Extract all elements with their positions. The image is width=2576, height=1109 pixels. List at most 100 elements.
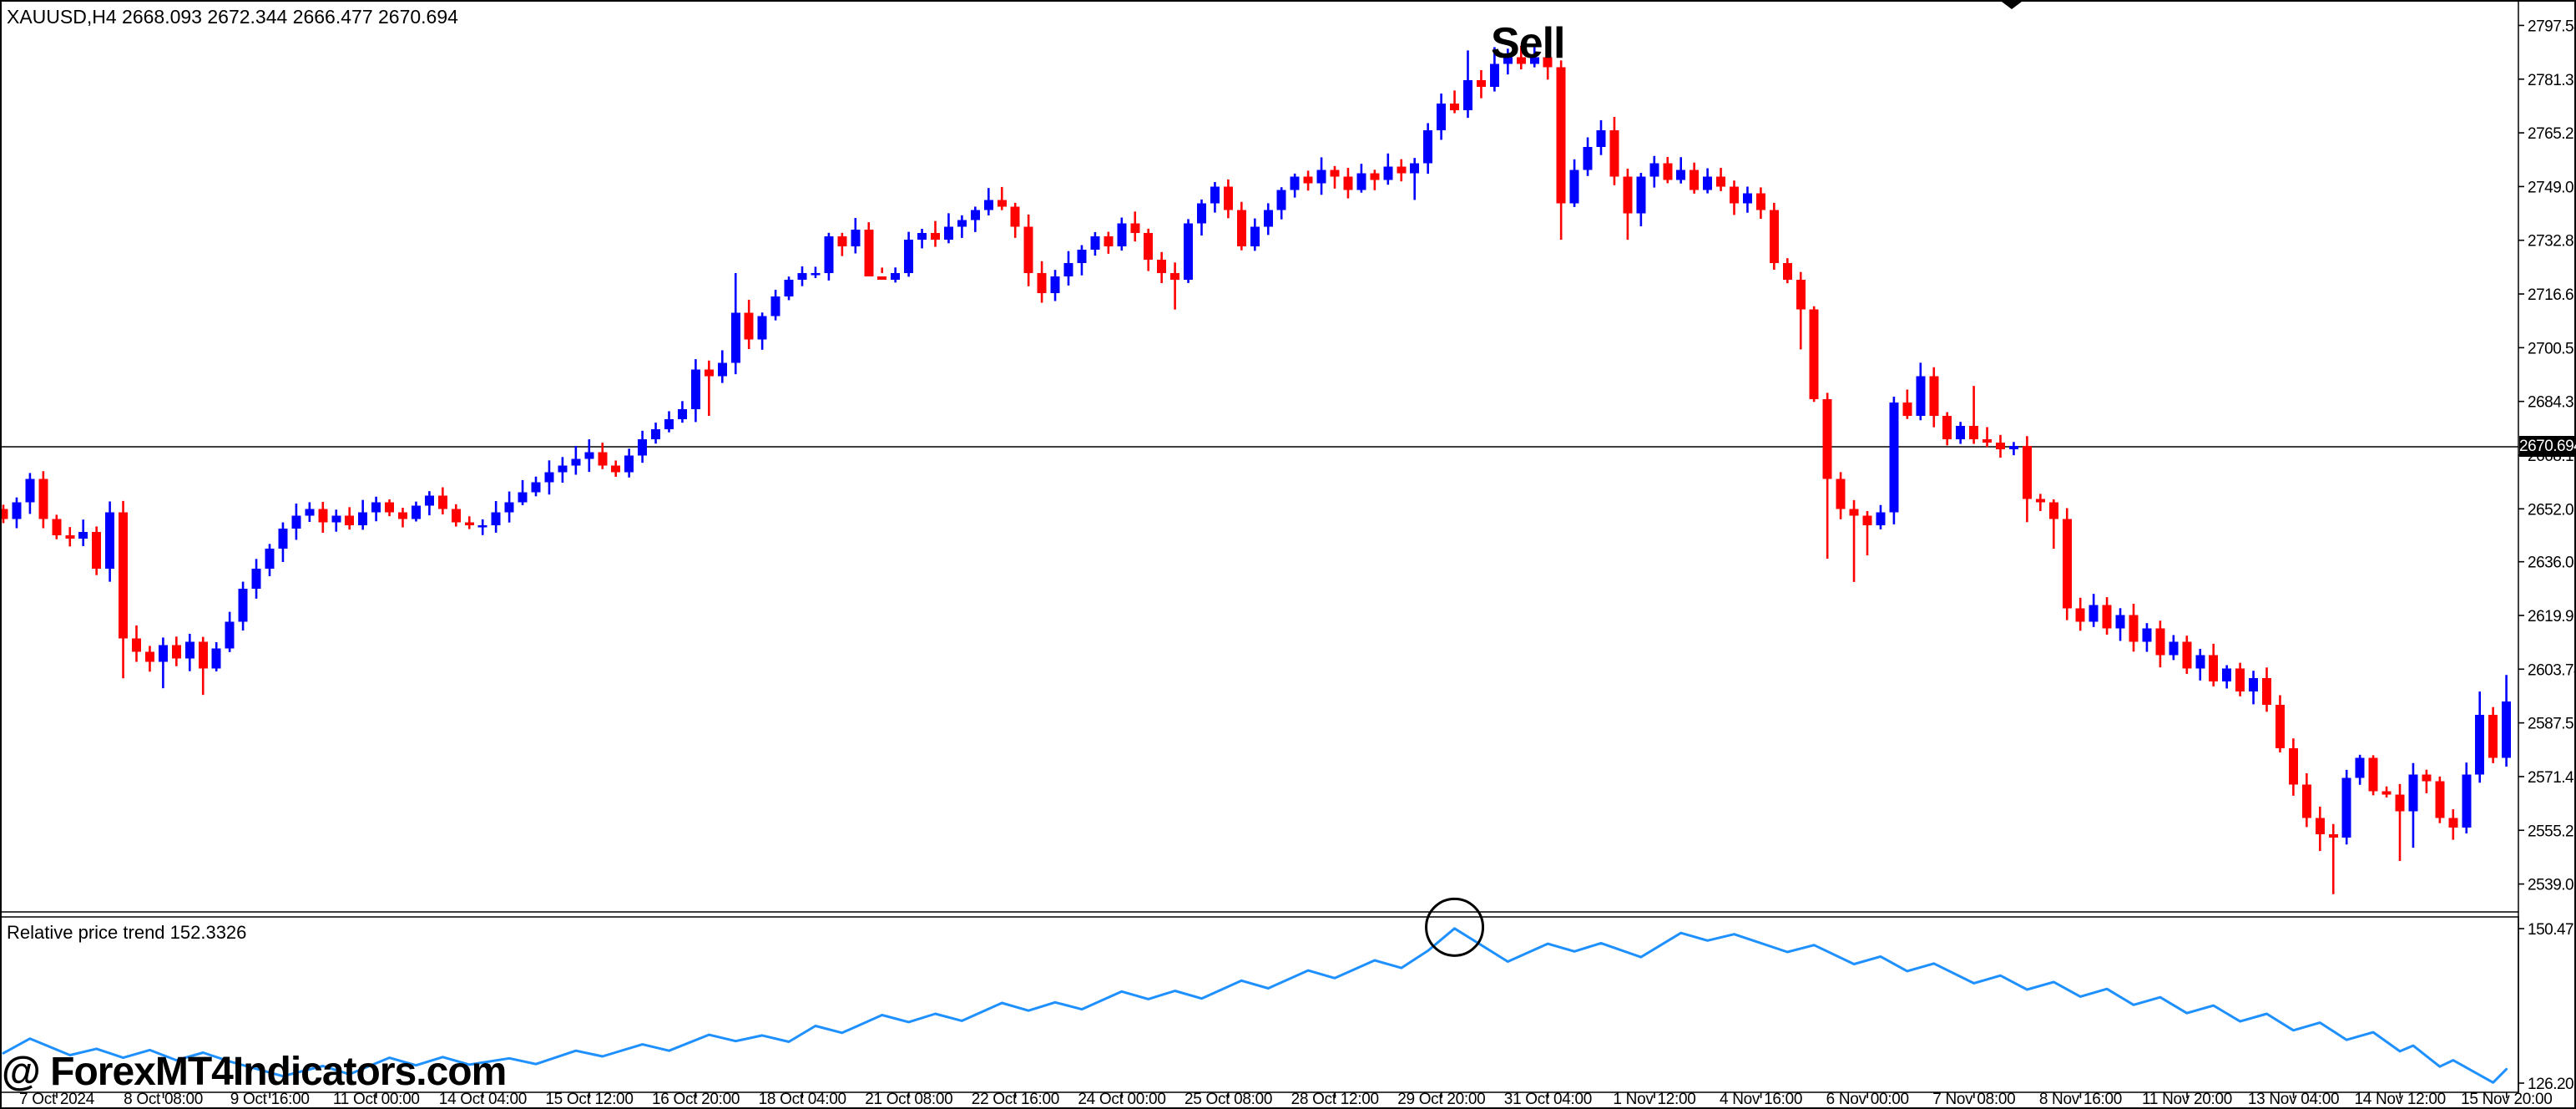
bull-candle-body bbox=[25, 479, 35, 503]
bear-candle-body bbox=[704, 369, 714, 377]
bull-candle-body bbox=[1889, 403, 1899, 513]
bull-candle-body bbox=[1410, 163, 1420, 174]
bear-candle-body bbox=[2102, 605, 2112, 629]
chart-shift-triangle-icon bbox=[2002, 2, 2022, 9]
bear-candle-body bbox=[1809, 309, 1819, 400]
bear-candle-body bbox=[1556, 67, 1566, 204]
bear-candle-body bbox=[1782, 263, 1792, 280]
bull-candle-body bbox=[797, 272, 807, 280]
bear-candle-body bbox=[1996, 442, 2005, 449]
time-axis-label: 21 Oct 08:00 bbox=[865, 1091, 952, 1108]
bear-candle-body bbox=[144, 651, 154, 662]
symbol-ohlc-label: XAUUSD,H4 2668.093 2672.344 2666.477 267… bbox=[7, 6, 458, 28]
bull-candle-body bbox=[651, 428, 661, 439]
price-axis-label: 2700.520 bbox=[2528, 340, 2576, 357]
bull-candle-body bbox=[1077, 250, 1087, 264]
bear-candle-body bbox=[864, 230, 874, 276]
bull-candle-body bbox=[477, 525, 487, 528]
bear-candle-body bbox=[2275, 705, 2285, 748]
bull-candle-body bbox=[1250, 226, 1260, 247]
bull-candle-body bbox=[2222, 668, 2232, 682]
bear-candle-body bbox=[2062, 519, 2072, 609]
bull-candle-body bbox=[1184, 223, 1194, 280]
bear-candle-body bbox=[1037, 272, 1047, 293]
bull-candle-body bbox=[1290, 176, 1300, 190]
bear-candle-body bbox=[598, 452, 608, 466]
bull-candle-body bbox=[1197, 203, 1206, 224]
bear-candle-body bbox=[1104, 236, 1114, 247]
bull-candle-body bbox=[1050, 276, 1060, 293]
relative-price-trend-line bbox=[2, 927, 2508, 1084]
bull-candle-body bbox=[1649, 163, 1659, 177]
bull-candle-body bbox=[1916, 376, 1926, 416]
bear-candle-body bbox=[1769, 210, 1779, 264]
bear-candle-body bbox=[2368, 757, 2378, 792]
bear-candle-body bbox=[92, 532, 102, 569]
bear-candle-body bbox=[744, 312, 754, 340]
bull-candle-body bbox=[2169, 641, 2179, 656]
bull-candle-body bbox=[184, 641, 194, 659]
bear-candle-body bbox=[1663, 163, 1673, 180]
bear-candle-body bbox=[2155, 628, 2165, 656]
bear-candle-body bbox=[2129, 615, 2139, 642]
bull-candle-body bbox=[491, 512, 501, 526]
bull-candle-body bbox=[1596, 129, 1606, 147]
bear-candle-body bbox=[2382, 791, 2392, 795]
bear-candle-body bbox=[1942, 415, 1952, 439]
indicator-line-layer bbox=[2, 927, 2508, 1084]
bull-candle-body bbox=[943, 226, 953, 241]
bull-candle-body bbox=[784, 279, 794, 296]
bear-candle-body bbox=[877, 276, 887, 280]
bear-candle-body bbox=[437, 495, 447, 509]
annotation-layer bbox=[1425, 2, 2022, 957]
price-axis-label: 2619.915 bbox=[2528, 608, 2576, 625]
bear-candle-body bbox=[931, 233, 940, 241]
bear-candle-body bbox=[2435, 781, 2445, 818]
bear-candle-body bbox=[1476, 80, 1486, 88]
bear-candle-body bbox=[1144, 233, 1154, 261]
bull-candle-body bbox=[251, 568, 261, 589]
time-axis-label: 11 Nov 20:00 bbox=[2142, 1091, 2232, 1108]
bull-candle-body bbox=[504, 502, 514, 513]
bull-candle-body bbox=[770, 296, 780, 316]
bull-candle-body bbox=[2089, 605, 2099, 622]
price-axis-label: 2781.370 bbox=[2528, 72, 2576, 89]
bear-candle-body bbox=[65, 535, 75, 539]
bull-candle-body bbox=[1117, 223, 1127, 247]
bull-candle-body bbox=[811, 272, 821, 276]
time-axis-label: 13 Nov 04:00 bbox=[2248, 1091, 2339, 1108]
price-axis-label: 2555.235 bbox=[2528, 823, 2576, 840]
time-axis-label: 7 Nov 08:00 bbox=[1932, 1091, 2015, 1108]
bull-candle-body bbox=[2249, 678, 2259, 692]
bull-candle-body bbox=[2475, 714, 2485, 775]
time-axis-label: 18 Oct 04:00 bbox=[759, 1091, 846, 1108]
bear-candle-body bbox=[1796, 279, 1806, 310]
time-axis: 7 Oct 2024 8 Oct 08:00 9 Oct 16:00 11 Oct 0… bbox=[19, 1091, 2553, 1108]
bull-candle-body bbox=[1569, 170, 1579, 204]
bull-candle-body bbox=[291, 515, 301, 529]
bull-candle-body bbox=[424, 495, 434, 506]
indicator-pane-border bbox=[0, 916, 2519, 1093]
indicator-axis-label: 126.2064 bbox=[2528, 1076, 2576, 1093]
price-axis-label: 2539.065 bbox=[2528, 877, 2576, 894]
bull-candle-body bbox=[1676, 170, 1686, 180]
time-axis-label: 11 Oct 00:00 bbox=[333, 1091, 420, 1108]
price-axis-label: 2749.030 bbox=[2528, 179, 2576, 196]
candlestick-layer bbox=[0, 45, 2512, 894]
price-axis: 2797.540 2781.370 2765.200 2749.030 2732.860… bbox=[2518, 18, 2576, 1093]
bear-candle-body bbox=[1730, 186, 1739, 204]
price-axis-label: 2603.745 bbox=[2528, 661, 2576, 679]
bull-candle-body bbox=[331, 515, 341, 523]
price-axis-label: 2652.010 bbox=[2528, 501, 2576, 519]
bull-candle-body bbox=[78, 532, 88, 539]
bull-candle-body bbox=[824, 236, 834, 273]
bull-candle-body bbox=[211, 648, 221, 669]
bear-candle-body bbox=[1623, 176, 1633, 214]
bull-candle-body bbox=[917, 233, 927, 241]
bear-candle-body bbox=[318, 509, 328, 523]
